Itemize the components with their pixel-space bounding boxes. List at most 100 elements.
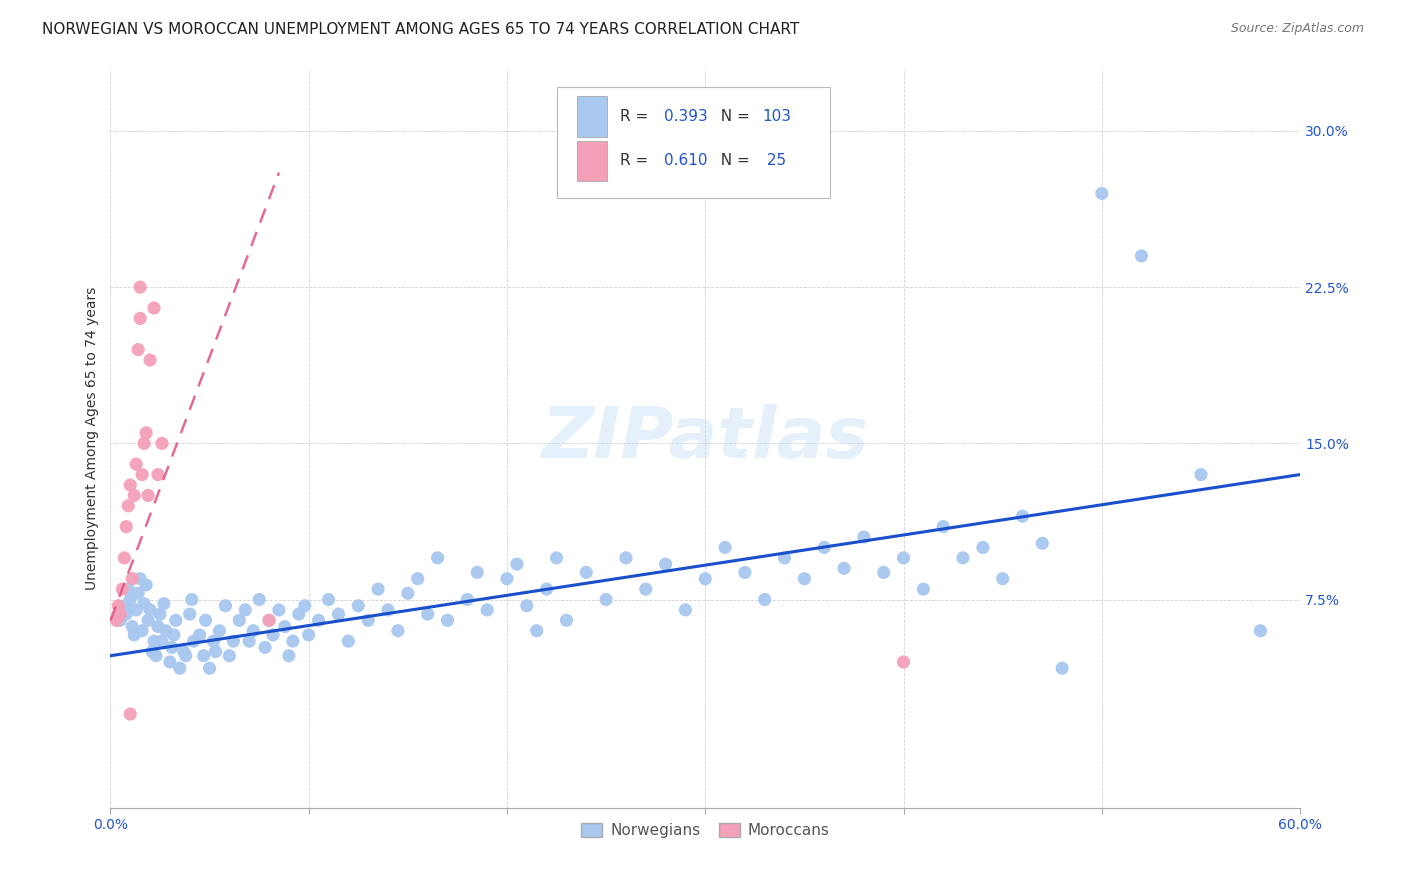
Point bbox=[318, 592, 340, 607]
Text: Source: ZipAtlas.com: Source: ZipAtlas.com bbox=[1230, 22, 1364, 36]
Point bbox=[150, 436, 173, 450]
Point bbox=[267, 603, 290, 617]
Point bbox=[214, 599, 236, 613]
Point bbox=[1031, 536, 1053, 550]
Point bbox=[110, 607, 132, 621]
Point bbox=[163, 628, 186, 642]
Point bbox=[155, 624, 177, 638]
Point bbox=[695, 572, 717, 586]
Point bbox=[546, 550, 568, 565]
Point bbox=[357, 613, 380, 627]
Point bbox=[506, 557, 529, 571]
Point bbox=[1011, 509, 1033, 524]
Point bbox=[180, 592, 202, 607]
Point bbox=[654, 557, 676, 571]
Point bbox=[614, 550, 637, 565]
Point bbox=[991, 572, 1014, 586]
Point bbox=[247, 592, 270, 607]
Point bbox=[112, 599, 135, 613]
Point bbox=[932, 519, 955, 533]
Point bbox=[238, 634, 260, 648]
Point bbox=[193, 648, 215, 663]
Point bbox=[117, 582, 139, 596]
Point bbox=[121, 619, 143, 633]
Legend: Norwegians, Moroccans: Norwegians, Moroccans bbox=[575, 817, 835, 845]
Point bbox=[377, 603, 399, 617]
Point bbox=[347, 599, 370, 613]
Point bbox=[122, 488, 145, 502]
Point bbox=[120, 592, 142, 607]
Point bbox=[337, 634, 360, 648]
Point bbox=[135, 578, 157, 592]
Point bbox=[183, 634, 205, 648]
Point bbox=[202, 634, 225, 648]
Point bbox=[526, 624, 548, 638]
Point bbox=[893, 550, 915, 565]
Point bbox=[773, 550, 796, 565]
Point bbox=[194, 613, 217, 627]
Point bbox=[129, 311, 152, 326]
Point bbox=[754, 592, 776, 607]
Point bbox=[912, 582, 935, 596]
Point bbox=[1189, 467, 1212, 482]
Point bbox=[436, 613, 458, 627]
Point bbox=[134, 436, 156, 450]
Point bbox=[257, 613, 280, 627]
Point bbox=[367, 582, 389, 596]
Point bbox=[143, 301, 166, 315]
Point bbox=[112, 550, 135, 565]
Point bbox=[242, 624, 264, 638]
Point bbox=[257, 613, 280, 627]
Point bbox=[972, 541, 994, 555]
Point bbox=[131, 624, 153, 638]
Point bbox=[141, 644, 163, 658]
Point bbox=[136, 488, 159, 502]
Text: 0.610: 0.610 bbox=[664, 153, 707, 169]
Point bbox=[1249, 624, 1271, 638]
Point bbox=[125, 603, 148, 617]
FancyBboxPatch shape bbox=[557, 87, 830, 198]
Point bbox=[852, 530, 875, 544]
Point bbox=[129, 280, 152, 294]
Point bbox=[873, 566, 896, 580]
Point bbox=[893, 655, 915, 669]
Point bbox=[294, 599, 316, 613]
Point bbox=[139, 603, 162, 617]
Point bbox=[277, 648, 299, 663]
Point bbox=[146, 619, 169, 633]
Y-axis label: Unemployment Among Ages 65 to 74 years: Unemployment Among Ages 65 to 74 years bbox=[86, 286, 100, 590]
Text: N =: N = bbox=[711, 153, 755, 169]
Point bbox=[673, 603, 696, 617]
Point bbox=[120, 706, 142, 721]
Point bbox=[127, 343, 149, 357]
Text: R =: R = bbox=[620, 153, 652, 169]
Point bbox=[198, 661, 221, 675]
Point bbox=[121, 572, 143, 586]
Point bbox=[308, 613, 330, 627]
Point bbox=[160, 640, 183, 655]
Text: 25: 25 bbox=[762, 153, 786, 169]
Point bbox=[734, 566, 756, 580]
Point bbox=[107, 599, 129, 613]
Text: NORWEGIAN VS MOROCCAN UNEMPLOYMENT AMONG AGES 65 TO 74 YEARS CORRELATION CHART: NORWEGIAN VS MOROCCAN UNEMPLOYMENT AMONG… bbox=[42, 22, 800, 37]
Point bbox=[139, 353, 162, 368]
Point bbox=[165, 613, 187, 627]
Point bbox=[134, 597, 156, 611]
Point bbox=[281, 634, 304, 648]
Point bbox=[426, 550, 449, 565]
Point bbox=[228, 613, 250, 627]
Point bbox=[110, 613, 132, 627]
Point bbox=[406, 572, 429, 586]
Point bbox=[396, 586, 419, 600]
Point bbox=[153, 597, 176, 611]
Point bbox=[274, 619, 297, 633]
Point bbox=[714, 541, 737, 555]
Text: 103: 103 bbox=[762, 109, 792, 124]
Point bbox=[143, 634, 166, 648]
Point bbox=[262, 628, 284, 642]
Point bbox=[1050, 661, 1073, 675]
Point bbox=[169, 661, 191, 675]
Point bbox=[146, 467, 169, 482]
Text: 0.393: 0.393 bbox=[664, 109, 707, 124]
Point bbox=[174, 648, 197, 663]
